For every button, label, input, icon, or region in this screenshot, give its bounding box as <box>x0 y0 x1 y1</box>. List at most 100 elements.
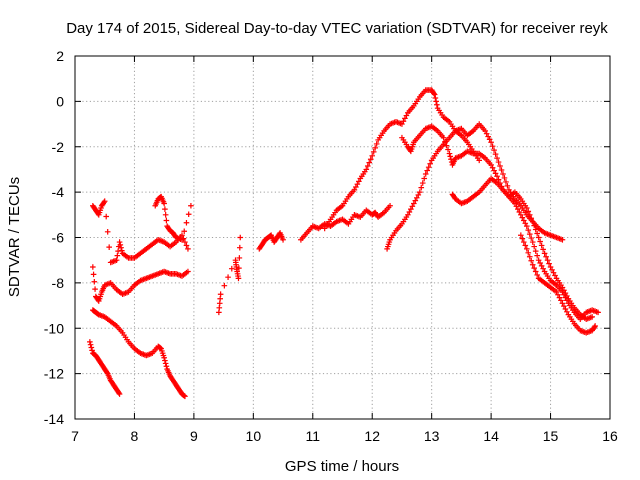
data-point <box>534 252 540 259</box>
data-point <box>534 230 540 237</box>
data-point <box>185 246 191 252</box>
data-point <box>537 238 543 245</box>
data-point <box>403 112 410 119</box>
data-point <box>552 272 558 279</box>
data-point <box>523 246 530 252</box>
data-point <box>495 176 502 183</box>
data-point <box>443 142 450 149</box>
data-point <box>535 257 542 263</box>
data-point <box>431 91 438 98</box>
data-point <box>525 250 532 256</box>
data-point <box>161 354 167 361</box>
x-tick-label: 9 <box>190 428 198 444</box>
data-point <box>405 212 411 218</box>
data-point <box>592 323 598 329</box>
data-point <box>483 130 490 137</box>
data-point <box>522 242 529 249</box>
data-point <box>532 226 539 233</box>
data-point <box>532 268 539 275</box>
data-point <box>442 138 448 145</box>
data-point <box>116 390 122 396</box>
data-point <box>356 178 362 185</box>
data-point <box>519 214 526 221</box>
tick-labels: 7 8 9 10 11 12 13 14 15 16 -14 -12 -10 -8 -6 -4 -2 0 2 <box>44 48 618 444</box>
data-point <box>528 235 535 241</box>
data-point <box>528 257 535 264</box>
data-point <box>525 227 532 233</box>
data-point <box>237 234 244 241</box>
data-point <box>529 261 536 268</box>
data-point <box>595 309 601 316</box>
data-point <box>559 289 566 295</box>
data-point <box>488 162 494 168</box>
data-point <box>494 173 500 180</box>
data-point <box>161 200 167 207</box>
data-point <box>529 239 536 245</box>
data-point <box>564 297 570 304</box>
data-point <box>421 175 428 182</box>
data-point <box>531 222 538 229</box>
data-point <box>532 248 539 254</box>
data-point <box>489 164 496 171</box>
data-point <box>101 198 108 204</box>
data-point <box>372 145 378 151</box>
data-point <box>521 217 527 224</box>
data-point <box>225 274 231 281</box>
data-point <box>432 95 439 101</box>
x-tick-label: 7 <box>71 428 79 444</box>
data-point <box>235 275 242 282</box>
data-point <box>91 278 98 285</box>
data-point <box>433 98 439 105</box>
data-point <box>236 255 243 261</box>
data-point <box>114 252 121 259</box>
data-point <box>422 171 429 177</box>
x-tick-label: 13 <box>424 428 440 444</box>
data-point <box>492 170 499 177</box>
x-tick-label: 12 <box>364 428 380 444</box>
x-tick-label: 14 <box>483 428 499 444</box>
data-point <box>531 243 538 250</box>
data-point <box>424 167 431 174</box>
data-point <box>526 212 533 218</box>
data-point <box>188 202 194 209</box>
y-tick-label: -8 <box>52 275 65 291</box>
data-point <box>163 217 170 224</box>
x-tick-label: 11 <box>306 428 321 444</box>
data-point <box>440 134 447 141</box>
data-point <box>519 235 526 242</box>
data-point <box>104 369 110 376</box>
data-point <box>182 393 188 400</box>
x-tick-label: 15 <box>543 428 559 444</box>
data-point <box>518 212 524 218</box>
data-point <box>558 297 564 304</box>
chart-title: Day 174 of 2015, Sidereal Day-to-day VTE… <box>66 20 608 37</box>
data-point <box>431 90 437 97</box>
data-point <box>500 171 506 177</box>
data-point <box>182 239 188 245</box>
data-point <box>162 212 169 218</box>
data-point <box>406 209 413 215</box>
data-point <box>525 208 532 215</box>
y-tick-label: -2 <box>52 139 65 155</box>
data-point <box>526 253 533 260</box>
data-point <box>163 363 170 370</box>
data-point <box>528 215 535 222</box>
data-point <box>491 167 497 174</box>
data-point <box>540 265 546 272</box>
data-point <box>116 239 123 245</box>
data-point <box>416 189 423 195</box>
data-point <box>523 205 530 211</box>
data-point <box>354 181 361 187</box>
data-point <box>113 257 120 263</box>
data-point <box>237 244 243 251</box>
data-point <box>501 175 508 181</box>
data-point <box>87 341 94 348</box>
data-point <box>106 244 112 250</box>
data-point <box>370 149 377 155</box>
data-point <box>445 146 451 153</box>
data-point <box>402 115 408 122</box>
data-point <box>549 267 555 273</box>
data-point <box>495 159 502 165</box>
data-point <box>179 236 185 243</box>
